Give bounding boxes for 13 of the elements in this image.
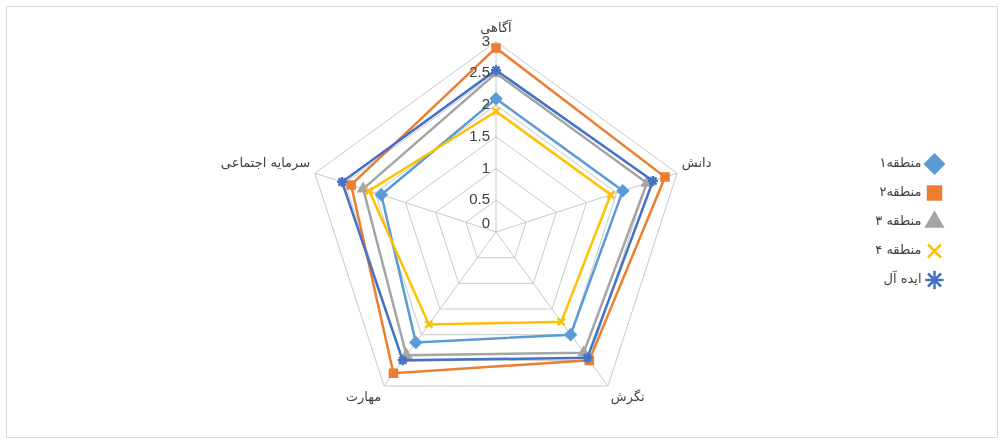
- y-tick-label: 0.5: [469, 190, 490, 208]
- legend-label: منطقه۲: [879, 184, 922, 200]
- y-tick-label: 1.5: [469, 126, 490, 144]
- spoke-label: مهارت: [345, 389, 382, 406]
- legend-label: منطقه ۳: [875, 213, 922, 229]
- legend-label: منطقه۱: [879, 155, 922, 171]
- spoke-label: دانش: [681, 155, 712, 172]
- y-tick-label: 1: [481, 158, 490, 176]
- legend-label: ایده آل: [883, 270, 922, 287]
- legend-label: منطقه ۴: [875, 242, 922, 258]
- spoke-label: سرمایه اجتماعی: [220, 155, 311, 172]
- y-tick-label: 0: [481, 214, 490, 232]
- spoke-label: نگرش: [610, 389, 645, 406]
